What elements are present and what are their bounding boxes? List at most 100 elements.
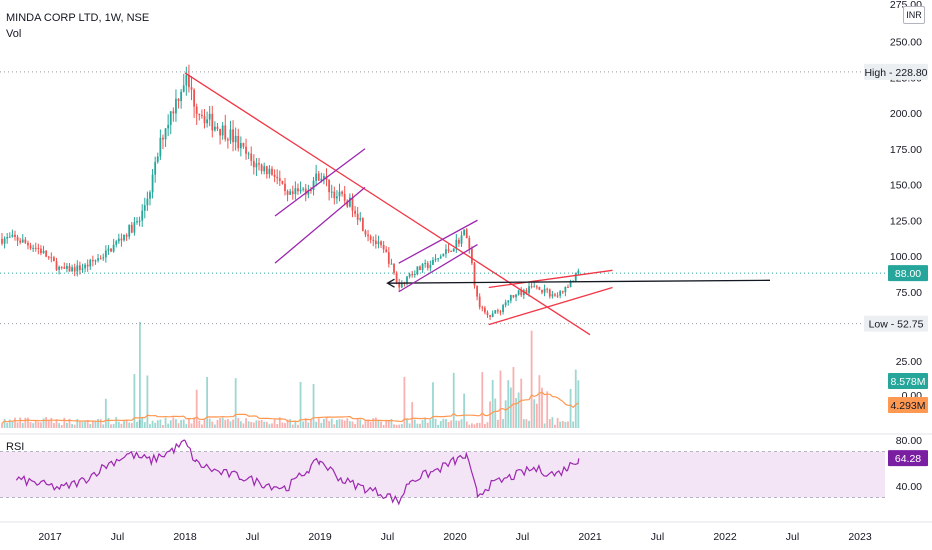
currency-button[interactable]: INR — [903, 6, 925, 24]
volume-bar — [543, 423, 546, 428]
volume-bar — [424, 417, 427, 428]
candle-body — [364, 230, 367, 235]
volume-bar — [351, 421, 354, 428]
volume-bar — [221, 417, 224, 428]
volume-bar — [374, 417, 377, 428]
volume-bar — [219, 418, 221, 428]
volume-bar — [291, 424, 294, 428]
candle-body — [408, 274, 411, 277]
candle-body — [120, 238, 123, 241]
candle-body — [136, 221, 138, 223]
candle-body — [369, 236, 372, 240]
candle-body — [504, 302, 507, 306]
candle-body — [6, 237, 9, 239]
candle-body — [413, 274, 416, 276]
candle-body — [50, 257, 53, 259]
candle-body — [507, 300, 510, 303]
volume-bar — [538, 375, 541, 428]
candle-body — [486, 312, 489, 316]
candle-body — [374, 240, 377, 244]
volume-bar — [107, 417, 110, 428]
candle-body — [34, 247, 37, 249]
volume-bar — [89, 423, 92, 428]
candle-body — [258, 163, 260, 165]
candle-body — [343, 193, 346, 201]
volume-bar — [380, 421, 382, 428]
candle-body — [577, 270, 580, 274]
volume-bar — [548, 419, 551, 428]
volume-ma-badge: 4.293M — [890, 400, 925, 412]
volume-bar — [434, 418, 437, 428]
candle-body — [203, 116, 206, 124]
volume-bar — [193, 417, 196, 428]
volume-bar — [42, 418, 45, 428]
candle-body — [548, 289, 551, 297]
candle-body — [151, 174, 154, 193]
volume-bar — [356, 417, 359, 428]
volume-bar — [143, 422, 146, 428]
candle-body — [273, 174, 276, 177]
price-tick-label: 75.00 — [896, 287, 922, 299]
rsi-tick-label: 40.00 — [896, 481, 922, 493]
volume-bar — [294, 420, 297, 428]
candle-body — [89, 259, 92, 267]
time-tick-label: Jul — [111, 531, 124, 543]
candle-body — [63, 267, 66, 269]
volume-bar — [561, 421, 564, 428]
candle-body — [164, 128, 167, 140]
candle-body — [68, 265, 71, 272]
volume-bar — [3, 418, 6, 428]
time-tick-label: Jul — [381, 531, 394, 543]
candle-body — [112, 244, 115, 252]
candle-body — [60, 266, 63, 268]
candle-body — [424, 263, 427, 265]
volume-bar — [520, 378, 523, 428]
candle-body — [263, 166, 266, 172]
volume-bar — [169, 420, 172, 428]
volume-legend[interactable]: Vol — [6, 28, 22, 40]
volume-bar — [247, 421, 250, 428]
volume-bar — [554, 424, 556, 428]
volume-bar — [97, 418, 99, 428]
candle-body — [476, 285, 478, 297]
volume-bar — [68, 418, 71, 428]
candle-body — [11, 234, 14, 237]
candle-body — [130, 224, 133, 233]
candle-body — [416, 266, 419, 275]
rsi-tick-label: 80.00 — [896, 435, 922, 447]
volume-bar — [104, 398, 107, 428]
symbol-legend[interactable]: MINDA CORP LTD, 1W, NSE — [6, 12, 150, 24]
volume-bar — [354, 423, 356, 428]
high-badge: High - 228.80 — [864, 67, 927, 79]
volume-bar — [21, 422, 24, 428]
volume-bar — [486, 422, 489, 428]
candle-body — [42, 250, 45, 254]
support-line — [488, 286, 613, 326]
volume-bar — [213, 424, 216, 428]
volume-bar — [29, 422, 32, 428]
candle-body — [517, 290, 520, 295]
candle-body — [367, 234, 369, 237]
volume-bar — [369, 421, 372, 428]
candle-body — [133, 222, 136, 233]
rsi-legend[interactable]: RSI — [6, 441, 25, 453]
volume-ma-line — [1, 391, 579, 424]
volume-bar — [239, 421, 242, 428]
volume-bar — [71, 424, 73, 428]
volume-bar — [546, 391, 549, 428]
candle-body — [520, 290, 523, 296]
rsi-line — [15, 439, 580, 506]
candle-body — [432, 259, 434, 265]
candle-body — [302, 188, 305, 190]
candle-body — [115, 241, 118, 245]
volume-bar — [136, 421, 138, 428]
candle-body — [567, 286, 569, 288]
volume-bar — [232, 419, 234, 428]
candle-body — [496, 310, 499, 312]
volume-bar — [541, 387, 543, 428]
volume-bar — [139, 322, 141, 428]
candle-body — [317, 173, 320, 181]
candle-body — [201, 114, 203, 117]
volume-bar — [102, 424, 105, 428]
